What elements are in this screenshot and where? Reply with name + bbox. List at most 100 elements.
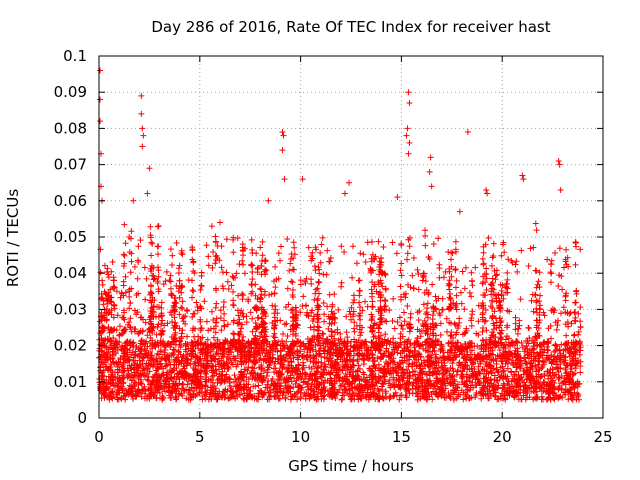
data-point [292,364,299,371]
data-point [272,263,279,270]
data-point [464,388,471,395]
data-point [110,342,117,349]
data-point [575,391,582,398]
data-point [487,303,494,310]
data-point [210,249,217,256]
data-point [127,324,134,331]
data-point [178,390,185,397]
data-point [491,372,498,379]
data-point [267,347,274,354]
data-point [571,331,578,338]
data-point [213,300,220,307]
data-point [446,393,453,400]
data-point [312,376,319,383]
data-point [128,258,135,265]
data-point [339,392,346,399]
data-point [149,357,156,364]
data-point [294,348,301,355]
data-point [348,304,355,311]
data-point [334,356,341,363]
data-point [512,360,519,367]
data-point [547,366,554,373]
data-point [424,300,431,307]
data-point [201,392,208,399]
data-point [310,355,317,362]
data-point [201,340,208,347]
data-point [530,339,537,346]
data-point [573,360,580,367]
data-point [168,394,175,401]
data-point [107,366,114,373]
data-point [368,350,375,357]
data-point [125,367,132,374]
data-point [502,349,509,356]
data-point [216,344,223,351]
data-point [389,317,396,324]
data-point [189,256,196,263]
data-point [162,346,169,353]
data-point [273,342,280,349]
data-point [218,264,225,271]
data-point [325,325,332,332]
data-point [186,387,193,394]
data-point [263,373,270,380]
data-point [332,315,339,322]
data-point [502,396,509,403]
data-point [369,358,376,365]
data-point [212,329,219,336]
data-point [147,393,154,400]
data-point [429,320,436,327]
data-point [521,379,528,386]
data-point [401,318,408,325]
data-point [557,365,564,372]
data-point [240,313,247,320]
data-point [319,393,326,400]
data-point [379,380,386,387]
data-point [494,377,501,384]
data-point [209,264,216,271]
data-point [562,366,569,373]
data-point [452,387,459,394]
data-point [271,314,278,321]
data-point [230,249,237,256]
data-point [126,305,133,312]
data-point [369,251,376,258]
data-point [574,378,581,385]
data-point [356,381,363,388]
data-point [253,324,260,331]
data-point [237,373,244,380]
data-point [344,334,351,341]
data-point [101,262,108,269]
data-point [567,346,574,353]
data-point [266,355,273,362]
data-point [230,274,237,281]
data-point [279,392,286,399]
data-point [260,376,267,383]
data-point [192,366,199,373]
data-point [239,257,246,264]
data-point [209,308,216,315]
data-point [210,334,217,341]
data-point [492,272,499,279]
data-point [249,288,256,295]
data-point [544,368,551,375]
data-point [279,357,286,364]
data-point [435,359,442,366]
data-point [169,262,176,269]
data-point [271,323,278,330]
data-point [451,376,458,383]
data-point [377,277,384,284]
data-point [147,387,154,394]
data-point [244,367,251,374]
data-point [367,394,374,401]
data-point [148,252,155,259]
data-point [252,292,259,299]
data-point [429,396,436,403]
data-point [338,381,345,388]
data-point [224,278,231,285]
data-point [425,353,432,360]
data-point [393,381,400,388]
data-point [435,390,442,397]
data-point [507,343,514,350]
data-point [574,360,581,367]
